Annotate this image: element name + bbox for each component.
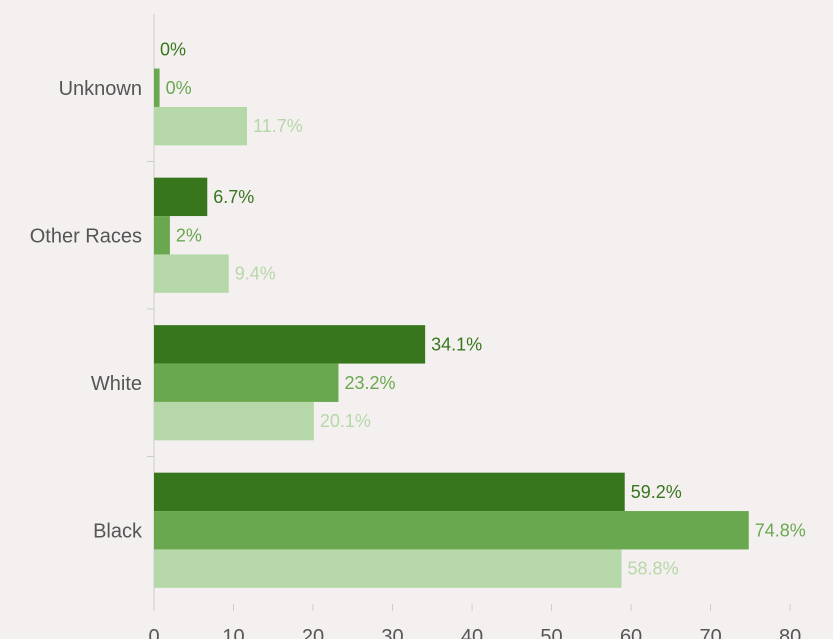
x-tick-label: 80 bbox=[779, 626, 801, 639]
bar bbox=[154, 68, 160, 107]
bar bbox=[154, 511, 749, 550]
x-tick-label: 20 bbox=[302, 626, 324, 639]
data-label: 58.8% bbox=[628, 559, 679, 579]
bar bbox=[154, 549, 622, 588]
x-tick-label: 60 bbox=[620, 626, 642, 639]
data-label: 59.2% bbox=[631, 482, 682, 502]
data-label: 0% bbox=[166, 78, 192, 98]
data-label: 34.1% bbox=[431, 334, 482, 354]
data-label: 9.4% bbox=[235, 264, 276, 284]
bar bbox=[154, 177, 208, 217]
data-labels: 0% 0% 11.7% 6.7% 2% 9.4% 34.1% 23.2% 20.1% 59.2% 7… bbox=[160, 39, 806, 578]
data-label: 23.2% bbox=[344, 373, 395, 393]
data-label: 2% bbox=[176, 225, 202, 245]
x-tick-label: 50 bbox=[540, 626, 562, 639]
data-label: 0% bbox=[160, 39, 186, 59]
data-label: 11.7% bbox=[253, 116, 303, 136]
category-label: Unknown bbox=[59, 78, 142, 100]
data-label: 20.1% bbox=[320, 411, 371, 431]
data-label: 74.8% bbox=[755, 520, 806, 540]
bar bbox=[154, 106, 248, 146]
x-tick-label: 0 bbox=[148, 626, 159, 639]
x-axis: 0 10 20 30 40 50 60 70 80 bbox=[148, 604, 801, 639]
category-label: White bbox=[91, 373, 142, 395]
bar bbox=[154, 325, 426, 364]
x-tick-label: 70 bbox=[699, 626, 721, 639]
category-labels: Unknown Other Races White Black bbox=[30, 78, 143, 543]
bars bbox=[154, 68, 749, 588]
bar bbox=[154, 401, 314, 441]
bar bbox=[154, 363, 339, 402]
data-label: 6.7% bbox=[213, 187, 254, 207]
category-label: Black bbox=[93, 520, 143, 542]
x-tick-label: 30 bbox=[381, 626, 403, 639]
category-label: Other Races bbox=[30, 225, 142, 247]
bar bbox=[154, 472, 625, 512]
bar bbox=[154, 254, 229, 293]
bar bbox=[154, 216, 170, 255]
category-ticks bbox=[147, 161, 154, 457]
x-tick-label: 10 bbox=[222, 626, 244, 639]
x-tick-label: 40 bbox=[461, 626, 483, 639]
